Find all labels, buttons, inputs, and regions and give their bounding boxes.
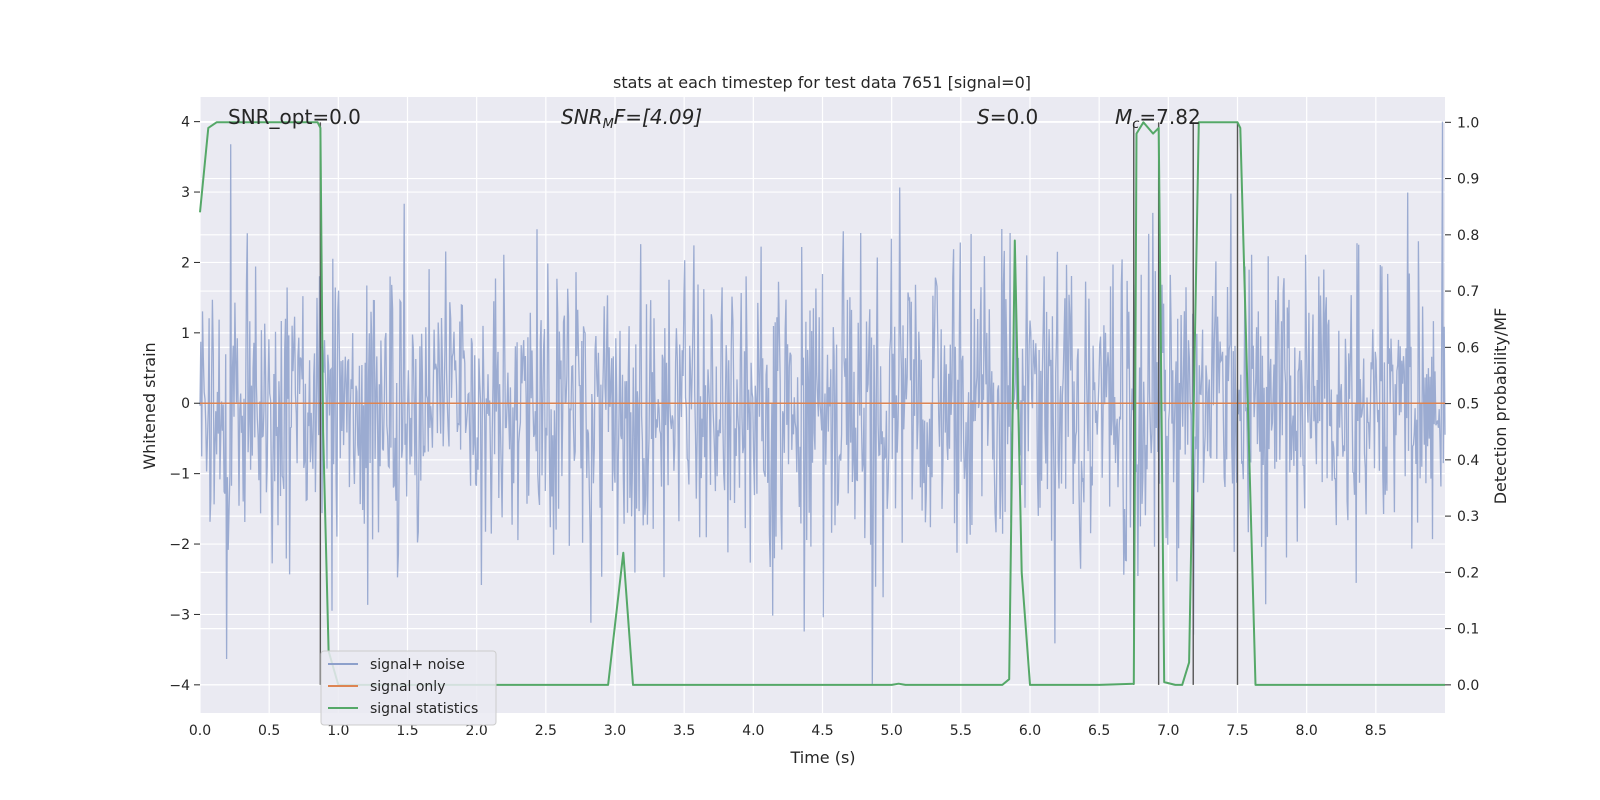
x-tick-label: 1.0 [327,723,349,739]
annotation-snr-mf-rest: F=[4.09] [614,105,702,129]
annotation-s-main: S [977,105,990,129]
y-right-axis-label: Detection probability/MF [1491,308,1510,505]
y-left-axis-ticks: −4 −3 −2 −1 0 1 2 3 4 [169,115,200,694]
x-tick-label: 8.0 [1296,723,1318,739]
y-left-axis-label: Whitened strain [140,342,159,469]
legend-label-signal-statistics: signal statistics [370,701,478,717]
legend-label-signal-noise: signal+ noise [370,657,465,673]
x-tick-label: 8.5 [1365,723,1387,739]
y-left-tick-label: −2 [169,537,190,553]
annotation-snr-opt: SNR_opt=0.0 [228,105,361,129]
y-right-tick-label: 0.9 [1457,172,1479,188]
x-tick-label: 2.0 [466,723,488,739]
y-left-tick-label: −3 [169,607,190,623]
annotation-mc-rest: =7.82 [1139,105,1200,129]
y-right-tick-label: 0.4 [1457,453,1479,469]
x-tick-label: 7.0 [1157,723,1179,739]
annotation-mc-sub: c [1132,117,1139,132]
y-right-tick-label: 0.5 [1457,397,1479,413]
x-tick-label: 4.5 [811,723,833,739]
x-tick-label: 0.5 [258,723,280,739]
legend: signal+ noise signal only signal statist… [320,650,497,726]
x-tick-label: 3.0 [604,723,626,739]
x-tick-label: 7.5 [1226,723,1248,739]
y-right-tick-label: 0.2 [1457,565,1479,581]
annotation-snr-mf-main: SNR [561,105,603,129]
y-left-tick-label: 1 [181,326,190,342]
annotation-snr-mf: SNRMF=[4.09] [561,105,702,132]
x-tick-label: 0.0 [189,723,211,739]
y-right-tick-label: 0.6 [1457,340,1479,356]
legend-label-signal-only: signal only [370,679,445,695]
x-tick-label: 3.5 [673,723,695,739]
x-tick-label: 6.5 [1088,723,1110,739]
annotation-mc-main: M [1115,105,1132,129]
y-right-tick-label: 0.0 [1457,678,1479,694]
y-left-tick-label: 0 [181,396,190,412]
y-left-tick-label: −4 [169,678,190,694]
x-tick-label: 2.5 [535,723,557,739]
y-left-tick-label: −1 [169,467,190,483]
x-tick-label: 4.0 [742,723,764,739]
annotation-s-rest: =0.0 [990,105,1039,129]
x-axis-label: Time (s) [789,748,855,767]
y-right-tick-label: 0.8 [1457,228,1479,244]
x-axis-ticks: 0.0 0.5 1.0 1.5 2.0 2.5 3.0 3.5 4.0 4.5 5.0 5.5 6.0 6… [189,723,1387,739]
y-left-tick-label: 3 [181,185,190,201]
x-tick-label: 5.0 [881,723,903,739]
y-left-tick-label: 2 [181,255,190,271]
y-right-tick-label: 0.7 [1457,284,1479,300]
y-right-tick-label: 0.3 [1457,509,1479,525]
annotation-snr-mf-sub: M [603,117,614,132]
y-right-tick-label: 0.1 [1457,622,1479,638]
y-right-axis-ticks: 0.0 0.1 0.2 0.3 0.4 0.5 0.6 0.7 0.8 0.9 1.0 [1445,115,1479,694]
annotation-s: S=0.0 [977,105,1038,129]
x-tick-label: 5.5 [950,723,972,739]
y-left-tick-label: 4 [181,115,190,131]
chart-title: stats at each timestep for test data 765… [613,73,1031,92]
y-right-tick-label: 1.0 [1457,115,1479,131]
x-tick-label: 1.5 [396,723,418,739]
annotation-mc: Mc=7.82 [1115,105,1201,132]
x-tick-label: 6.0 [1019,723,1041,739]
legend-box [320,650,497,726]
